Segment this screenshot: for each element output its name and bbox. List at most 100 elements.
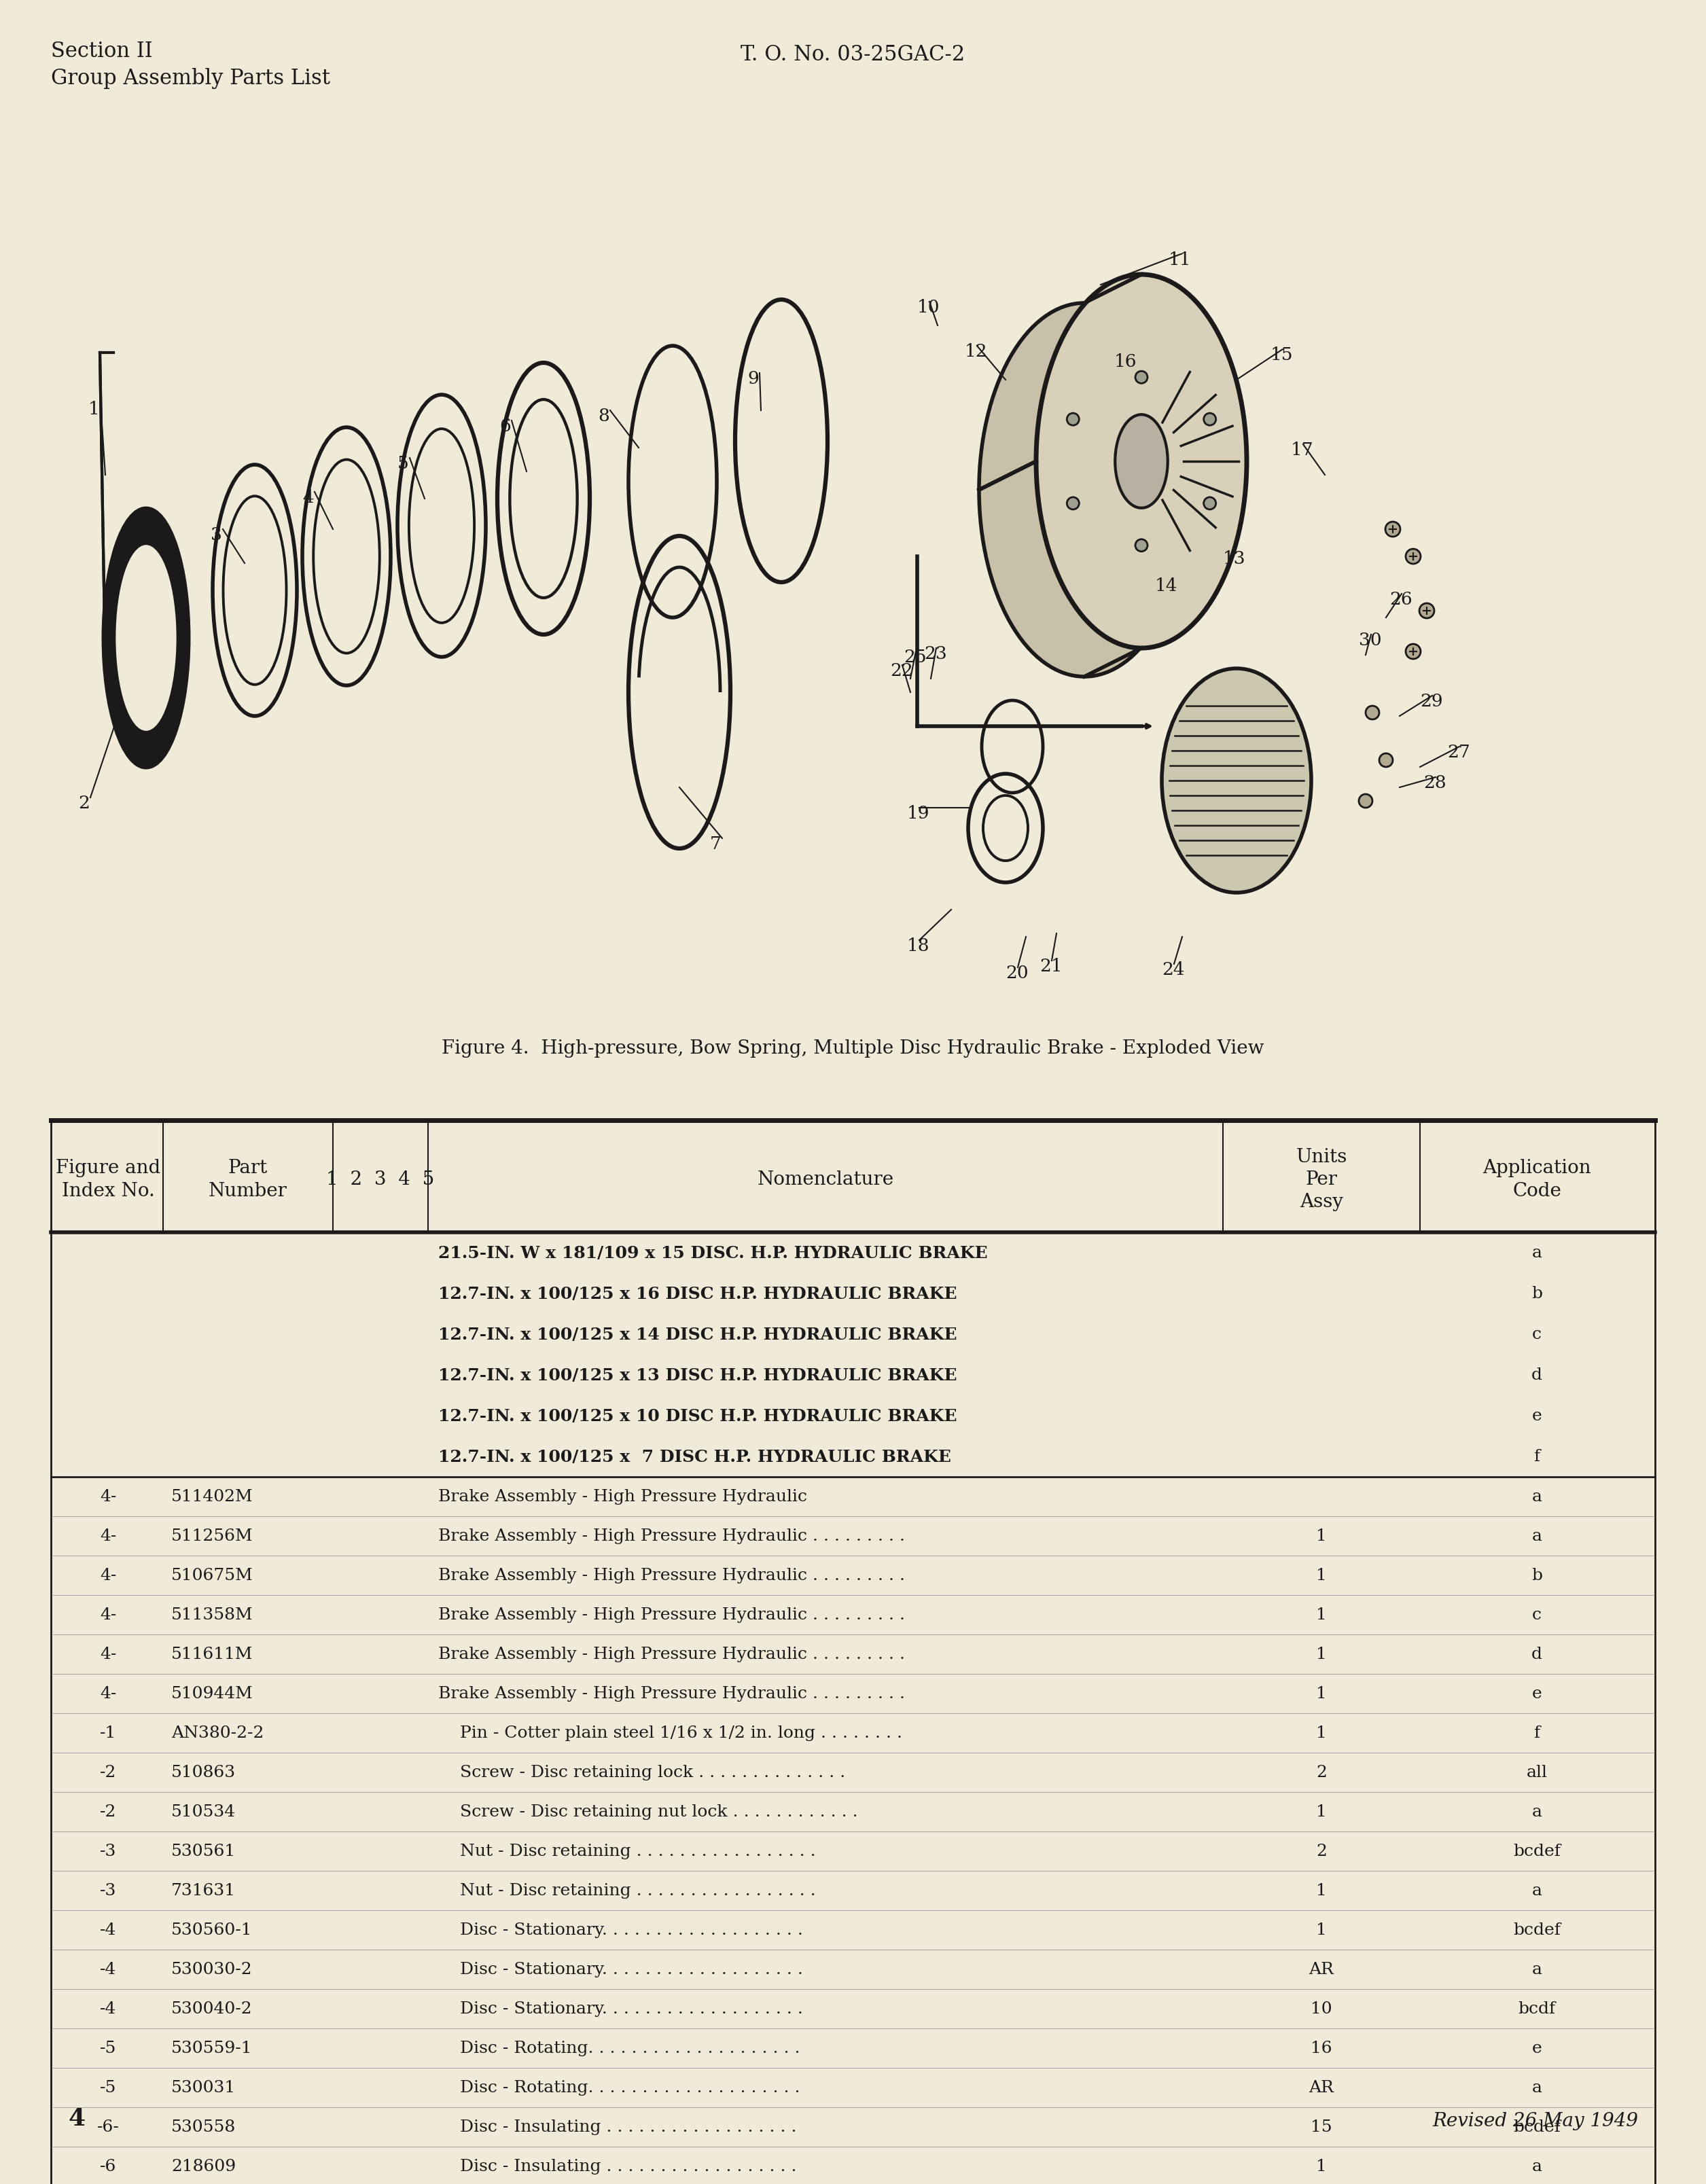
Text: -6-: -6- <box>97 2118 119 2134</box>
Ellipse shape <box>1358 795 1372 808</box>
Text: 2: 2 <box>1315 1843 1327 1859</box>
Text: a: a <box>1532 2079 1542 2094</box>
Text: Group Assembly Parts List: Group Assembly Parts List <box>51 68 331 90</box>
Ellipse shape <box>1204 413 1216 426</box>
Text: 511358M: 511358M <box>171 1607 252 1623</box>
Text: 530559-1: 530559-1 <box>171 2040 252 2055</box>
Text: T. O. No. 03-25GAC-2: T. O. No. 03-25GAC-2 <box>740 44 966 66</box>
Text: 511402M: 511402M <box>171 1489 252 1505</box>
Text: Disc - Rotating. . . . . . . . . . . . . . . . . . . .: Disc - Rotating. . . . . . . . . . . . .… <box>438 2040 800 2055</box>
Text: 25: 25 <box>904 649 926 666</box>
Text: 2: 2 <box>1315 1765 1327 1780</box>
Text: 1: 1 <box>1315 1647 1327 1662</box>
Text: 731631: 731631 <box>171 1883 235 1898</box>
Text: 16: 16 <box>1114 354 1136 369</box>
Text: 30: 30 <box>1358 631 1382 649</box>
Text: 19: 19 <box>908 804 930 821</box>
Text: Application
Code: Application Code <box>1483 1160 1592 1199</box>
Text: Brake Assembly - High Pressure Hydraulic: Brake Assembly - High Pressure Hydraulic <box>438 1489 807 1505</box>
Text: 16: 16 <box>1310 2040 1332 2055</box>
Ellipse shape <box>979 304 1189 677</box>
Text: Part
Number: Part Number <box>208 1160 287 1199</box>
Text: 4-: 4- <box>99 1686 116 1701</box>
Text: 26: 26 <box>1389 592 1413 607</box>
Text: a: a <box>1532 1245 1542 1260</box>
Text: f: f <box>1534 1448 1541 1465</box>
Text: 18: 18 <box>908 937 930 954</box>
Text: a: a <box>1532 1529 1542 1544</box>
Text: 8: 8 <box>597 408 609 424</box>
Text: 510944M: 510944M <box>171 1686 252 1701</box>
Text: 530030-2: 530030-2 <box>171 1961 252 1977</box>
Text: bcdf: bcdf <box>1518 2001 1556 2016</box>
Ellipse shape <box>1162 668 1312 893</box>
Text: 27: 27 <box>1447 743 1471 760</box>
Text: 1: 1 <box>1315 1686 1327 1701</box>
Text: 21: 21 <box>1039 957 1063 974</box>
Text: Brake Assembly - High Pressure Hydraulic . . . . . . . . .: Brake Assembly - High Pressure Hydraulic… <box>438 1529 904 1544</box>
Text: 10: 10 <box>1310 2001 1332 2016</box>
Text: 530040-2: 530040-2 <box>171 2001 252 2016</box>
Text: 24: 24 <box>1162 961 1184 978</box>
Text: -5: -5 <box>99 2079 116 2094</box>
Text: 7: 7 <box>710 834 722 852</box>
Text: -3: -3 <box>99 1843 116 1859</box>
Text: e: e <box>1532 2040 1542 2055</box>
Text: 6: 6 <box>500 417 510 435</box>
Text: 15: 15 <box>1310 2118 1332 2134</box>
Text: 9: 9 <box>747 369 759 387</box>
Text: 17: 17 <box>1291 441 1314 459</box>
Ellipse shape <box>1066 413 1080 426</box>
Text: 530031: 530031 <box>171 2079 235 2094</box>
Text: -4: -4 <box>99 1922 116 1937</box>
Text: 12: 12 <box>966 343 988 360</box>
Text: 4-: 4- <box>99 1647 116 1662</box>
Text: 15: 15 <box>1271 347 1293 363</box>
Text: 1: 1 <box>1315 1607 1327 1623</box>
Text: 4-: 4- <box>99 1568 116 1583</box>
Text: a: a <box>1532 1883 1542 1898</box>
Text: Nut - Disc retaining . . . . . . . . . . . . . . . . .: Nut - Disc retaining . . . . . . . . . .… <box>438 1883 815 1898</box>
Text: 511611M: 511611M <box>171 1647 252 1662</box>
Text: c: c <box>1532 1607 1542 1623</box>
Ellipse shape <box>116 546 176 732</box>
Text: 12.7-IN. x 100/125 x 13 DISC H.P. HYDRAULIC BRAKE: 12.7-IN. x 100/125 x 13 DISC H.P. HYDRAU… <box>438 1367 957 1382</box>
Text: 21.5-IN. W x 181/109 x 15 DISC. H.P. HYDRAULIC BRAKE: 21.5-IN. W x 181/109 x 15 DISC. H.P. HYD… <box>438 1245 988 1260</box>
Text: 14: 14 <box>1155 577 1177 594</box>
Text: Screw - Disc retaining lock . . . . . . . . . . . . . .: Screw - Disc retaining lock . . . . . . … <box>438 1765 846 1780</box>
Ellipse shape <box>104 509 188 767</box>
Text: 1: 1 <box>1315 1804 1327 1819</box>
Text: 29: 29 <box>1419 692 1443 710</box>
Text: 12.7-IN. x 100/125 x  7 DISC H.P. HYDRAULIC BRAKE: 12.7-IN. x 100/125 x 7 DISC H.P. HYDRAUL… <box>438 1448 950 1465</box>
Text: 530558: 530558 <box>171 2118 235 2134</box>
Text: 11: 11 <box>1169 251 1191 269</box>
Text: Disc - Stationary. . . . . . . . . . . . . . . . . . .: Disc - Stationary. . . . . . . . . . . .… <box>438 2001 804 2016</box>
Text: -2: -2 <box>99 1804 116 1819</box>
Text: Pin - Cotter plain steel 1/16 x 1/2 in. long . . . . . . . .: Pin - Cotter plain steel 1/16 x 1/2 in. … <box>438 1725 902 1741</box>
Text: Brake Assembly - High Pressure Hydraulic . . . . . . . . .: Brake Assembly - High Pressure Hydraulic… <box>438 1568 904 1583</box>
Text: AR: AR <box>1309 2079 1334 2094</box>
Text: 20: 20 <box>1005 965 1029 981</box>
Text: d: d <box>1532 1367 1542 1382</box>
Text: -5: -5 <box>99 2040 116 2055</box>
Text: 510675M: 510675M <box>171 1568 252 1583</box>
Text: Brake Assembly - High Pressure Hydraulic . . . . . . . . .: Brake Assembly - High Pressure Hydraulic… <box>438 1607 904 1623</box>
Text: 1: 1 <box>1315 2158 1327 2173</box>
Text: Brake Assembly - High Pressure Hydraulic . . . . . . . . .: Brake Assembly - High Pressure Hydraulic… <box>438 1686 904 1701</box>
Text: AR: AR <box>1309 1961 1334 1977</box>
Text: bcdef: bcdef <box>1513 1922 1561 1937</box>
Text: a: a <box>1532 1961 1542 1977</box>
Text: 23: 23 <box>925 644 947 662</box>
Text: 1  2  3  4  5: 1 2 3 4 5 <box>326 1171 435 1188</box>
Text: a: a <box>1532 1804 1542 1819</box>
Text: bcdef: bcdef <box>1513 1843 1561 1859</box>
Text: Nomenclature: Nomenclature <box>757 1171 894 1188</box>
Text: 12.7-IN. x 100/125 x 10 DISC H.P. HYDRAULIC BRAKE: 12.7-IN. x 100/125 x 10 DISC H.P. HYDRAU… <box>438 1409 957 1424</box>
Ellipse shape <box>1419 603 1435 618</box>
Text: bcdef: bcdef <box>1513 2118 1561 2134</box>
Text: 218609: 218609 <box>171 2158 235 2173</box>
Ellipse shape <box>1204 498 1216 509</box>
Text: e: e <box>1532 1409 1542 1424</box>
Text: Nut - Disc retaining . . . . . . . . . . . . . . . . .: Nut - Disc retaining . . . . . . . . . .… <box>438 1843 815 1859</box>
Text: 510863: 510863 <box>171 1765 235 1780</box>
